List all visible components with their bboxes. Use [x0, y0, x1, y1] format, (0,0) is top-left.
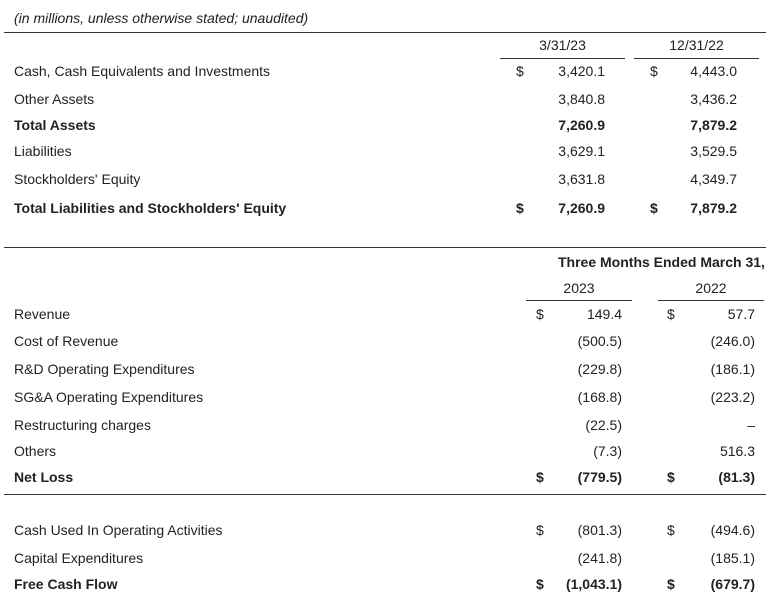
value-current: (229.8) [577, 361, 622, 377]
row-label: Stockholders' Equity [14, 171, 141, 187]
section-divider [4, 247, 766, 248]
currency-symbol: $ [667, 469, 675, 485]
row-label: SG&A Operating Expenditures [14, 389, 204, 405]
value-prior: (185.1) [710, 550, 755, 566]
value-current: (241.8) [577, 550, 622, 566]
value-current: 3,629.1 [558, 143, 605, 159]
value-current: 3,631.8 [558, 171, 605, 187]
value-prior: 3,436.2 [690, 91, 737, 107]
row-label: Cost of Revenue [14, 333, 119, 349]
value-current: 3,840.8 [558, 91, 605, 107]
row-label: Capital Expenditures [14, 550, 144, 566]
value-current: 149.4 [586, 306, 622, 322]
row-label: Others [14, 443, 57, 459]
period-header: Three Months Ended March 31, [558, 254, 765, 270]
value-prior: 7,879.2 [690, 117, 737, 133]
currency-symbol: $ [667, 306, 675, 322]
value-prior: (223.2) [710, 389, 755, 405]
currency-symbol: $ [667, 522, 675, 538]
currency-symbol: $ [536, 306, 544, 322]
column-header-3-31-23: 3/31/23 [539, 37, 586, 53]
currency-symbol: $ [516, 200, 524, 216]
units-note: (in millions, unless otherwise stated; u… [14, 10, 309, 26]
row-label: Restructuring charges [14, 417, 151, 433]
section-divider [4, 494, 766, 495]
row-label: Other Assets [14, 91, 95, 107]
value-current: (7.3) [593, 443, 622, 459]
currency-symbol: $ [650, 63, 658, 79]
header-underline [500, 58, 625, 59]
row-label: Cash Used In Operating Activities [14, 522, 223, 538]
value-prior: 3,529.5 [690, 143, 737, 159]
row-label: Net Loss [14, 469, 74, 485]
value-current: (779.5) [577, 469, 622, 485]
row-label: Liabilities [14, 143, 72, 159]
header-underline [634, 58, 759, 59]
value-current: 3,420.1 [558, 63, 605, 79]
column-header-12-31-22: 12/31/22 [669, 37, 724, 53]
value-current: 7,260.9 [558, 117, 605, 133]
header-underline [526, 300, 632, 301]
row-label: Total Assets [14, 117, 96, 133]
value-current: (801.3) [577, 522, 622, 538]
value-current: (500.5) [577, 333, 622, 349]
value-current: (1,043.1) [565, 576, 622, 592]
row-label: Free Cash Flow [14, 576, 118, 592]
value-prior: 516.3 [719, 443, 755, 459]
row-label: R&D Operating Expenditures [14, 361, 195, 377]
section-divider [4, 32, 766, 33]
value-prior: (246.0) [710, 333, 755, 349]
column-header-2023: 2023 [563, 280, 595, 296]
column-header-2022: 2022 [695, 280, 727, 296]
header-underline [658, 300, 764, 301]
value-prior: 57.7 [727, 306, 755, 322]
currency-symbol: $ [536, 469, 544, 485]
value-current: (22.5) [585, 417, 622, 433]
row-label: Revenue [14, 306, 71, 322]
value-prior: 7,879.2 [690, 200, 737, 216]
currency-symbol: $ [667, 576, 675, 592]
row-label: Cash, Cash Equivalents and Investments [14, 63, 271, 79]
value-current: (168.8) [577, 389, 622, 405]
value-prior: (679.7) [710, 576, 755, 592]
value-prior: 4,349.7 [690, 171, 737, 187]
value-prior: (494.6) [710, 522, 755, 538]
value-prior: 4,443.0 [690, 63, 737, 79]
value-prior: (186.1) [710, 361, 755, 377]
currency-symbol: $ [650, 200, 658, 216]
value-prior: – [747, 417, 755, 433]
currency-symbol: $ [536, 522, 544, 538]
value-prior: (81.3) [718, 469, 755, 485]
currency-symbol: $ [536, 576, 544, 592]
row-label: Total Liabilities and Stockholders' Equi… [14, 200, 287, 216]
currency-symbol: $ [516, 63, 524, 79]
value-current: 7,260.9 [558, 200, 605, 216]
